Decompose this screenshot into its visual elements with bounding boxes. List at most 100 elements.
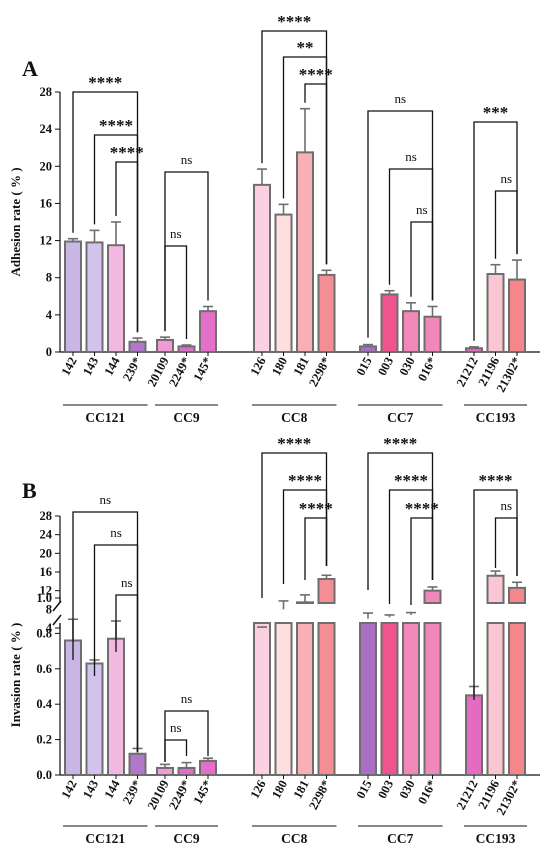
group-label: CC193 bbox=[476, 410, 516, 425]
x-tick-label: 180 bbox=[269, 355, 290, 378]
significance-bracket bbox=[410, 221, 434, 301]
group-label: CC8 bbox=[281, 831, 307, 846]
significance-label: **** bbox=[277, 12, 311, 31]
bar bbox=[128, 752, 147, 777]
group-label: CC7 bbox=[387, 410, 413, 425]
x-tick-label: 144 bbox=[101, 354, 123, 378]
y-tick-label: 24 bbox=[40, 122, 53, 136]
y-axis-label: Invasion rate ( % ) bbox=[8, 623, 23, 728]
bar bbox=[508, 586, 526, 604]
significance-label: **** bbox=[479, 471, 513, 490]
significance-label: ns bbox=[110, 525, 122, 540]
panel-letter: A bbox=[22, 56, 38, 81]
x-tick-label: 145* bbox=[191, 778, 215, 807]
x-tick-label: 016* bbox=[415, 778, 439, 807]
significance-bracket bbox=[410, 517, 434, 605]
bar bbox=[107, 637, 125, 777]
x-tick-label: 030 bbox=[396, 778, 417, 801]
bar bbox=[177, 345, 196, 353]
y-tick-label: 1.0 bbox=[36, 591, 52, 605]
group-label: CC121 bbox=[85, 831, 125, 846]
significance-bracket bbox=[72, 511, 139, 752]
y-tick-label: 0 bbox=[46, 345, 52, 359]
x-tick-label: 126 bbox=[247, 778, 268, 801]
significance-bracket bbox=[304, 83, 328, 265]
bar bbox=[85, 241, 104, 353]
significance-label: ns bbox=[500, 171, 512, 186]
bar bbox=[199, 759, 217, 777]
significance-label: ns bbox=[500, 498, 512, 513]
significance-label: **** bbox=[299, 65, 333, 84]
x-tick-label: 144 bbox=[101, 777, 123, 801]
x-tick-label: 142 bbox=[58, 778, 79, 801]
significance-label: **** bbox=[288, 471, 322, 490]
bar bbox=[317, 622, 336, 776]
x-tick-label: 003 bbox=[375, 355, 396, 378]
significance-bracket bbox=[115, 594, 139, 752]
group-label: CC9 bbox=[173, 831, 199, 846]
significance-label: **** bbox=[299, 499, 333, 518]
bar bbox=[486, 622, 505, 776]
x-tick-label: 180 bbox=[269, 778, 290, 801]
bar bbox=[402, 310, 420, 353]
y-tick-label: 8 bbox=[46, 602, 52, 616]
bar bbox=[156, 338, 174, 353]
group-label: CC9 bbox=[173, 410, 199, 425]
bar bbox=[128, 340, 147, 353]
bar bbox=[296, 622, 314, 776]
x-tick-label: 239* bbox=[120, 355, 144, 384]
bar bbox=[465, 694, 483, 776]
bar bbox=[253, 622, 271, 776]
group-label: CC193 bbox=[476, 831, 516, 846]
panel-b: B 0.0 0.2 0.4 0.6 0.8 1.0 4 8 12 16 20 24 28 Invasion … bbox=[8, 434, 542, 846]
significance-label: ns bbox=[99, 492, 111, 507]
bar bbox=[274, 213, 293, 353]
axis-break-mark bbox=[52, 600, 62, 612]
y-tick-label: 24 bbox=[40, 528, 53, 542]
y-tick-label: 28 bbox=[40, 85, 53, 99]
significance-label: **** bbox=[88, 73, 122, 92]
x-tick-label: 143 bbox=[80, 778, 101, 801]
x-tick-label: 2298* bbox=[306, 778, 333, 812]
y-tick-label: 4 bbox=[46, 308, 53, 322]
significance-bracket bbox=[164, 710, 209, 762]
y-tick-label: 0.0 bbox=[36, 768, 52, 782]
significance-bracket bbox=[494, 190, 518, 259]
y-tick-label: 12 bbox=[40, 584, 53, 598]
y-tick-label: 16 bbox=[40, 196, 53, 210]
significance-bracket bbox=[164, 739, 188, 762]
significance-label: **** bbox=[110, 143, 144, 162]
significance-bracket bbox=[367, 110, 434, 338]
bar bbox=[380, 293, 399, 353]
y-axis-label: Adhesion rate ( % ) bbox=[8, 167, 23, 276]
bar bbox=[296, 151, 314, 353]
bar bbox=[508, 278, 526, 354]
bar bbox=[465, 347, 483, 353]
bar bbox=[317, 578, 336, 604]
group-label: CC121 bbox=[85, 410, 125, 425]
bar bbox=[423, 315, 442, 354]
significance-label: **** bbox=[383, 434, 417, 453]
x-tick-label: 181 bbox=[290, 778, 311, 801]
bar bbox=[64, 240, 82, 353]
x-tick-label: 181 bbox=[290, 355, 311, 378]
y-tick-label: 16 bbox=[40, 565, 53, 579]
bar bbox=[177, 766, 196, 776]
y-tick-label: 28 bbox=[40, 509, 53, 523]
x-tick-label: 015 bbox=[353, 355, 374, 378]
x-tick-label: 016* bbox=[415, 355, 439, 384]
significance-label: **** bbox=[394, 471, 428, 490]
y-tick-label: 0.6 bbox=[36, 662, 52, 676]
group-label: CC8 bbox=[281, 410, 307, 425]
y-tick-label: 0.2 bbox=[36, 733, 52, 747]
x-tick-label: 239* bbox=[120, 778, 144, 807]
x-tick-label: 142 bbox=[58, 355, 79, 378]
bar bbox=[423, 589, 442, 605]
axis-break-mark bbox=[52, 614, 62, 626]
y-tick-label: 4 bbox=[46, 621, 53, 635]
x-tick-label: 143 bbox=[80, 355, 101, 378]
significance-label: ns bbox=[394, 91, 406, 106]
y-tick-label: 0.8 bbox=[36, 626, 52, 640]
x-tick-label: 2249* bbox=[166, 355, 193, 389]
significance-label: ns bbox=[170, 720, 182, 735]
